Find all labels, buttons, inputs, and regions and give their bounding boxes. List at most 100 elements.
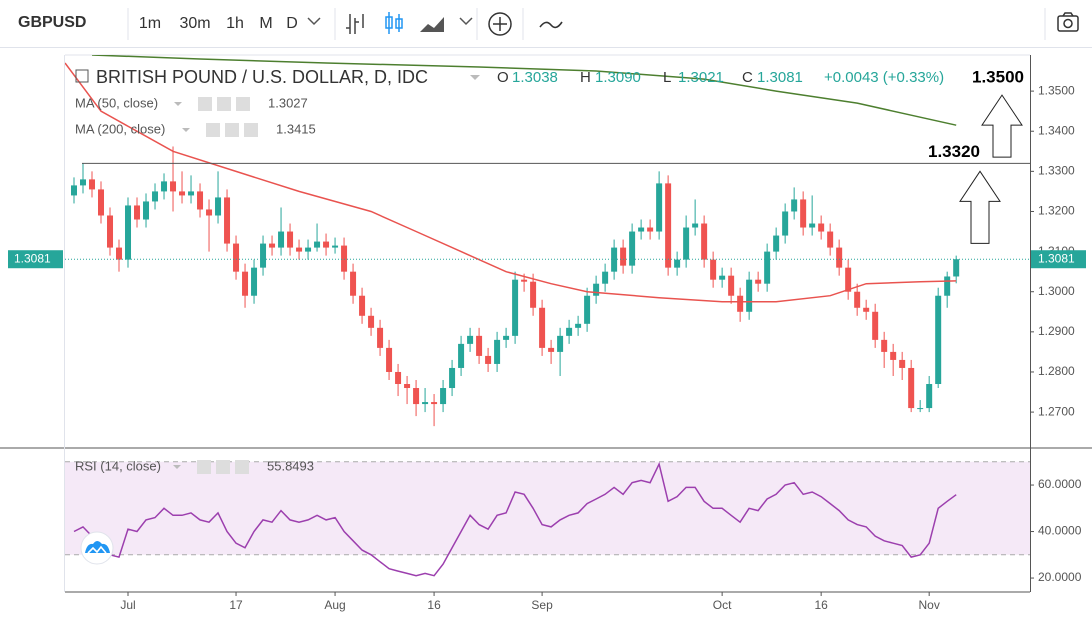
interval[interactable]: M xyxy=(259,15,272,32)
level-arrow xyxy=(959,170,1001,244)
interval[interactable]: 1h xyxy=(226,15,244,32)
candle-body xyxy=(863,307,870,312)
x-tick-label: Oct xyxy=(713,598,732,612)
candle-body xyxy=(224,197,231,244)
interval-dropdown[interactable] xyxy=(307,17,321,26)
candle-body xyxy=(494,339,501,364)
rsi-pane xyxy=(65,461,1030,577)
candle-body xyxy=(269,243,276,248)
candle-body xyxy=(332,245,339,248)
candle-body xyxy=(143,201,150,220)
candle-body xyxy=(620,247,627,266)
candle-body xyxy=(278,231,285,248)
candle-body xyxy=(836,247,843,268)
candle-body xyxy=(359,295,366,316)
indicator-button[interactable] xyxy=(236,97,250,111)
indicator-button[interactable] xyxy=(197,460,211,474)
candle-body xyxy=(260,243,267,268)
candle-body xyxy=(341,245,348,272)
chart-title: BRITISH POUND / U.S. DOLLAR, D, IDC xyxy=(96,67,428,87)
series-line xyxy=(73,461,957,577)
indicator-dropdown[interactable] xyxy=(182,128,190,132)
candle-body xyxy=(485,355,492,364)
candle-body xyxy=(566,327,573,336)
rsi-band xyxy=(65,461,1030,555)
y-tick-label: 1.3000 xyxy=(1038,284,1075,298)
candle-body xyxy=(440,388,447,405)
candle-body xyxy=(908,367,915,409)
title-dropdown[interactable] xyxy=(470,75,480,80)
candle-body xyxy=(593,283,600,296)
ohlc-key: L xyxy=(663,69,671,86)
candle-body xyxy=(575,323,582,328)
interval[interactable]: 1m xyxy=(139,15,161,32)
candle-body xyxy=(80,179,87,186)
interval[interactable]: D xyxy=(286,15,298,32)
symbol[interactable]: GBPUSD xyxy=(18,14,86,31)
area-icon[interactable] xyxy=(420,17,444,32)
add-indicator-icon[interactable] xyxy=(488,12,512,36)
indicator-name: RSI (14, close) xyxy=(75,458,161,473)
candle-body xyxy=(161,181,168,192)
candle-body xyxy=(719,275,726,280)
candle-body xyxy=(683,227,690,260)
toolbar xyxy=(0,0,1092,47)
indicator-button[interactable] xyxy=(225,123,239,137)
candle-body xyxy=(188,191,195,196)
candle-body xyxy=(539,307,546,348)
candle-body xyxy=(503,335,510,340)
candle-body xyxy=(206,209,213,216)
collapse-icon[interactable] xyxy=(75,69,89,83)
indicator-dropdown[interactable] xyxy=(173,465,181,469)
candle-body xyxy=(899,359,906,368)
candles-icon[interactable] xyxy=(385,12,403,34)
level-label: 1.3500 xyxy=(972,68,1024,87)
candle-body xyxy=(107,215,114,248)
candle-body xyxy=(512,279,519,336)
legend: O 1.3038 H 1.3090 L 1.3021 C 1.3081 +0.0043 (+0.… xyxy=(75,69,944,474)
bars-icon[interactable] xyxy=(346,14,364,34)
candle-body xyxy=(476,335,483,356)
candle-body xyxy=(665,183,672,268)
candle-body xyxy=(134,205,141,220)
candle-body xyxy=(638,227,645,232)
indicator-button[interactable] xyxy=(198,97,212,111)
snapshot-icon[interactable] xyxy=(1057,12,1079,32)
candle-body xyxy=(305,247,312,252)
indicator-value: 55.8493 xyxy=(267,458,314,473)
candle-body xyxy=(926,384,933,409)
indicator-button[interactable] xyxy=(206,123,220,137)
y-tick-label: 20.0000 xyxy=(1038,570,1082,584)
x-tick-label: Nov xyxy=(919,598,940,612)
indicator-button[interactable] xyxy=(216,460,230,474)
x-tick-label: 16 xyxy=(427,598,441,612)
indicator-dropdown[interactable] xyxy=(174,102,182,106)
ohlc-key: C xyxy=(742,69,753,86)
x-tick-label: Aug xyxy=(324,598,345,612)
candle-body xyxy=(746,279,753,312)
indicator-button[interactable] xyxy=(217,97,231,111)
style-dropdown[interactable] xyxy=(459,17,473,26)
candle-body xyxy=(809,223,816,228)
y-tick-label: 1.3200 xyxy=(1038,204,1075,218)
compare-icon[interactable] xyxy=(539,21,563,29)
y-tick-label: 60.0000 xyxy=(1038,477,1082,491)
indicator-button[interactable] xyxy=(235,460,249,474)
y-tick-label: 1.2900 xyxy=(1038,324,1075,338)
candle-body xyxy=(449,367,456,389)
ohlc-value: 1.3021 xyxy=(678,69,724,86)
candle-body xyxy=(242,271,249,296)
interval[interactable]: 30m xyxy=(179,15,210,32)
indicator-name: MA (50, close) xyxy=(75,95,158,110)
y-tick-label: 1.3300 xyxy=(1038,164,1075,178)
main-pane xyxy=(65,55,1030,427)
candle-body xyxy=(656,183,663,232)
last-price-label: 1.3081 xyxy=(1038,251,1075,265)
indicator-button[interactable] xyxy=(244,123,258,137)
candle-body xyxy=(377,327,384,348)
last-price-box xyxy=(1031,250,1086,269)
candle-body xyxy=(521,279,528,282)
x-tick-label: 17 xyxy=(229,598,243,612)
candle-body xyxy=(422,402,429,405)
candle-body xyxy=(287,231,294,248)
